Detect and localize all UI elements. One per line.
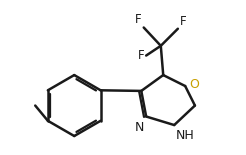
Text: F: F	[180, 15, 186, 28]
Text: F: F	[138, 49, 144, 62]
Text: F: F	[135, 13, 142, 26]
Text: NH: NH	[175, 129, 194, 142]
Text: O: O	[189, 78, 199, 91]
Text: N: N	[135, 121, 144, 134]
